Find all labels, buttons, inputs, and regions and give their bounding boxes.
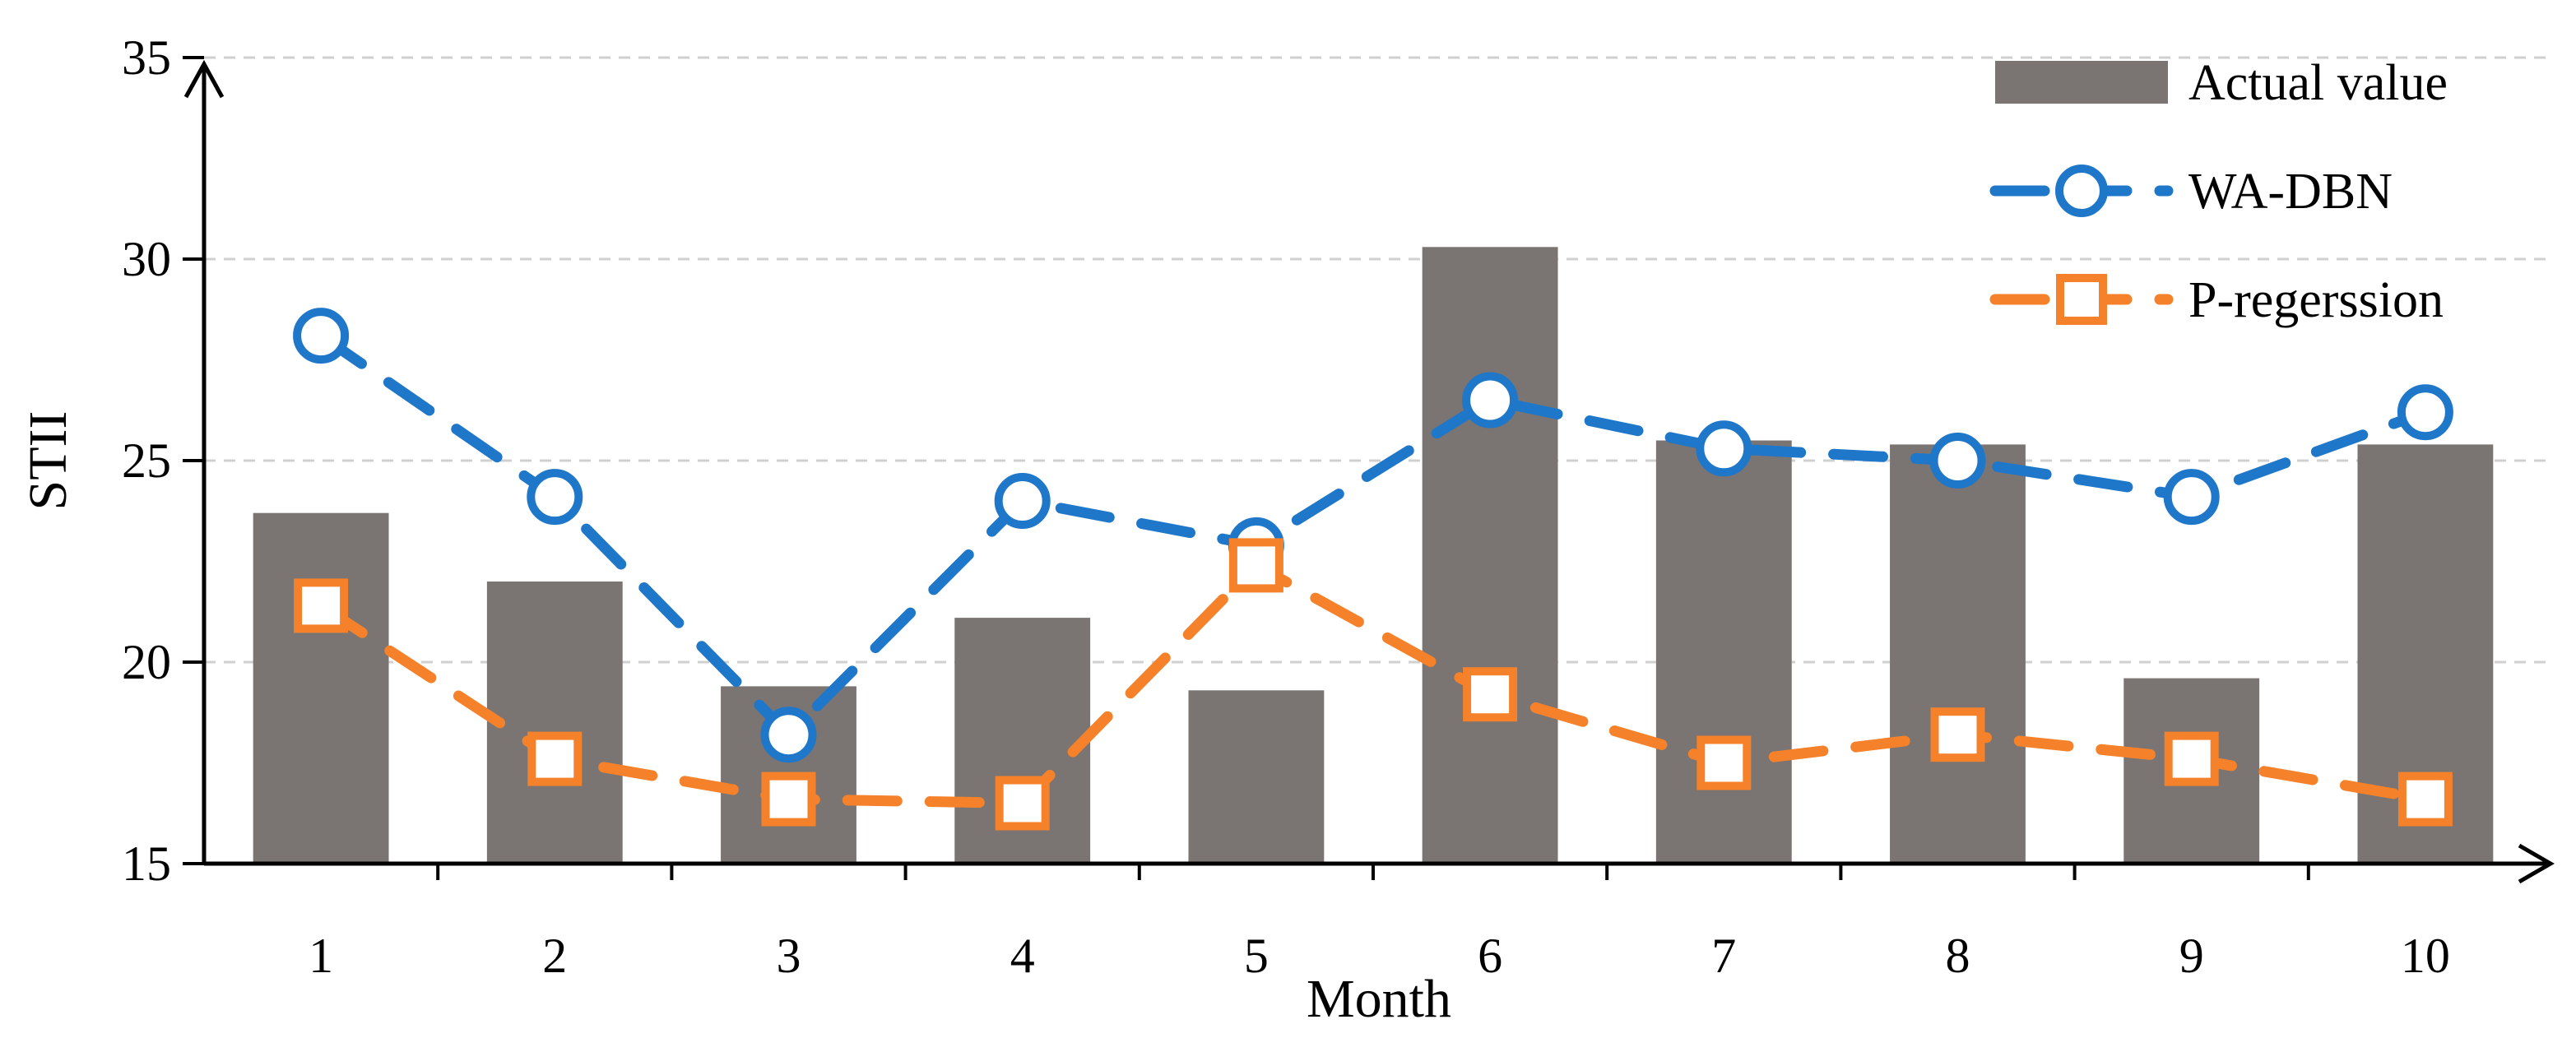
data-point-square xyxy=(1930,707,1985,762)
data-point-square xyxy=(2397,772,2453,827)
legend: Actual value WA-DBN P-regerssion xyxy=(1989,55,2448,328)
series-line-p-regerssion xyxy=(315,558,2431,809)
data-point-circle xyxy=(1929,433,1986,489)
legend-marker-square xyxy=(2056,274,2107,325)
y-tick-label: 35 xyxy=(122,30,171,85)
legend-swatch-bar xyxy=(1995,61,2168,104)
bar xyxy=(486,582,623,864)
bar-series xyxy=(253,247,2494,864)
data-point-circle xyxy=(2163,469,2220,526)
data-point-square xyxy=(294,578,349,633)
data-point-circle xyxy=(760,707,817,763)
data-point-square xyxy=(527,731,583,786)
x-axis-arrow xyxy=(2518,843,2555,884)
y-axis-arrow xyxy=(183,59,225,99)
series-line-wa-dbn xyxy=(315,330,2431,743)
bar xyxy=(253,512,389,864)
data-point-circle xyxy=(2397,384,2453,441)
data-point-square xyxy=(761,772,816,827)
x-tick-label: 7 xyxy=(1711,929,1736,983)
legend-label: P-regerssion xyxy=(2188,272,2444,328)
x-tick-labels: 1 2 3 4 5 6 7 8 9 10 xyxy=(309,929,2450,983)
x-tick-label: 2 xyxy=(542,929,567,983)
x-tick-label: 8 xyxy=(1946,929,1970,983)
bar xyxy=(1188,690,1325,864)
x-axis-title: Month xyxy=(1307,969,1451,1029)
line-series xyxy=(293,308,2453,831)
x-tick-label: 3 xyxy=(777,929,801,983)
y-tick-label: 30 xyxy=(122,232,171,286)
data-point-square xyxy=(1696,735,1752,790)
gridlines xyxy=(204,56,2550,664)
legend-marker-circle xyxy=(2055,165,2108,217)
x-tick-label: 10 xyxy=(2401,929,2450,983)
data-point-circle xyxy=(527,469,583,526)
data-point-square xyxy=(1463,667,1518,722)
bar xyxy=(1422,247,1558,864)
bar xyxy=(1655,440,1792,864)
data-point-circle xyxy=(994,473,1051,529)
bar xyxy=(1890,444,2026,864)
y-tick-labels: 15 20 25 30 35 xyxy=(122,30,171,891)
y-tick-label: 25 xyxy=(122,433,171,488)
x-tick-label: 9 xyxy=(2179,929,2204,983)
y-axis-title: STII xyxy=(18,411,78,511)
data-point-circle xyxy=(293,308,350,364)
data-point-square xyxy=(2164,731,2219,786)
x-tick-label: 4 xyxy=(1010,929,1035,983)
data-point-square xyxy=(995,776,1050,831)
x-tick-label: 6 xyxy=(1478,929,1502,983)
x-tick-label: 5 xyxy=(1244,929,1269,983)
axes xyxy=(183,56,2555,884)
x-tick-label: 1 xyxy=(309,929,333,983)
data-point-circle xyxy=(1462,372,1519,429)
data-point-circle xyxy=(1696,420,1752,477)
legend-label: Actual value xyxy=(2188,55,2448,111)
data-point-square xyxy=(1228,538,1283,593)
y-tick-label: 15 xyxy=(122,836,171,891)
y-tick-label: 20 xyxy=(122,635,171,689)
legend-label: WA-DBN xyxy=(2188,164,2393,220)
